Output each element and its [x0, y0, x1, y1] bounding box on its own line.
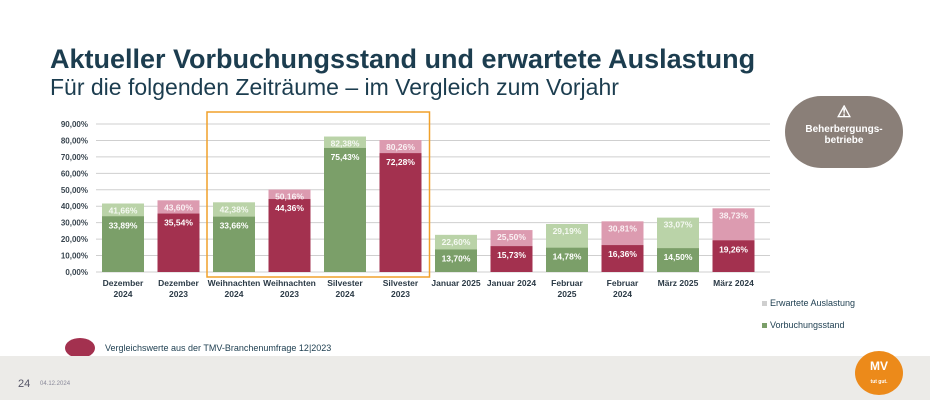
x-tick-label: Dezember [158, 278, 199, 288]
data-label-prebooking: 14,78% [553, 252, 582, 262]
y-tick-label: 30,00% [61, 219, 88, 228]
footer: 24 04.12.2024 MV tut gut. [0, 351, 930, 400]
y-tick-label: 90,00% [61, 120, 88, 129]
legend-item-expected: Erwartete Auslastung [762, 298, 855, 308]
comparison-note: Vergleichswerte aus der TMV-Branchenumfr… [65, 338, 331, 358]
badge-label: Beherbergungs-betriebe [805, 124, 883, 146]
legend-label: Erwartete Auslastung [770, 298, 856, 308]
data-label-expected: 30,81% [608, 223, 637, 233]
x-tick-label: 2023 [169, 289, 188, 299]
y-tick-label: 60,00% [61, 169, 88, 178]
data-label-prebooking: 72,28% [386, 157, 415, 167]
x-tick-label: Dezember [103, 278, 144, 288]
bar-prebooking [324, 147, 366, 272]
data-label-prebooking: 15,73% [497, 250, 526, 260]
x-tick-label: Weihnachten [208, 278, 261, 288]
data-label-expected: 43,60% [164, 202, 193, 212]
x-tick-label: 2024 [613, 289, 632, 299]
legend-item-prebooking: Vorbuchungsstand [762, 320, 855, 330]
bar-prebooking [712, 240, 755, 272]
bar-prebooking [102, 216, 144, 272]
x-tick-label: 2024 [114, 289, 133, 299]
data-label-expected: 33,07% [664, 220, 693, 230]
bar-prebooking [157, 213, 200, 272]
y-tick-label: 20,00% [61, 235, 88, 244]
comparison-dot [65, 338, 95, 358]
data-label-prebooking: 35,54% [164, 218, 193, 228]
x-tick-label: Januar 2024 [487, 278, 536, 288]
y-tick-label: 70,00% [61, 153, 88, 162]
x-tick-label: März 2024 [713, 278, 754, 288]
category-badge: ⚠ Beherbergungs-betriebe [785, 96, 903, 168]
data-label-expected: 50,16% [275, 192, 304, 202]
data-label-prebooking: 33,66% [220, 221, 249, 231]
data-label-prebooking: 44,36% [275, 203, 304, 213]
data-label-expected: 82,38% [331, 139, 360, 149]
footer-date: 04.12.2024 [40, 381, 71, 387]
data-label-prebooking: 13,70% [442, 253, 471, 263]
legend: Erwartete Auslastung Vorbuchungsstand [762, 298, 855, 342]
bar-prebooking [490, 246, 533, 272]
y-tick-label: 50,00% [61, 186, 88, 195]
x-tick-label: 2023 [391, 289, 410, 299]
x-tick-label: Februar [551, 278, 583, 288]
data-label-prebooking: 19,26% [719, 244, 748, 254]
data-label-prebooking: 75,43% [331, 152, 360, 162]
y-tick-label: 10,00% [61, 252, 88, 261]
bar-prebooking [435, 249, 477, 272]
data-label-expected: 25,50% [497, 232, 526, 242]
highlight-box [206, 111, 431, 278]
data-label-expected: 22,60% [442, 237, 471, 247]
mv-logo: MV tut gut. [855, 351, 903, 395]
warning-icon: ⚠ [836, 104, 852, 121]
y-tick-label: 40,00% [61, 202, 88, 211]
data-label-expected: 42,38% [220, 204, 249, 214]
page-title: Aktueller Vorbuchungsstand und erwartete… [50, 44, 756, 74]
data-label-prebooking: 16,36% [608, 249, 637, 259]
data-label-expected: 38,73% [719, 210, 748, 220]
bar-prebooking [601, 245, 644, 272]
y-tick-label: 0,00% [65, 268, 88, 277]
x-tick-label: 2023 [280, 289, 299, 299]
x-tick-label: Weihnachten [263, 278, 316, 288]
x-tick-label: 2024 [225, 289, 244, 299]
x-tick-label: 2025 [558, 289, 577, 299]
data-label-prebooking: 14,50% [664, 252, 693, 262]
note-label: Vergleichswerte aus der TMV-Branchenumfr… [105, 343, 332, 353]
data-label-prebooking: 33,89% [109, 220, 138, 230]
x-tick-label: März 2025 [658, 278, 699, 288]
x-tick-label: 2024 [336, 289, 355, 299]
legend-label: Vorbuchungsstand [770, 320, 845, 330]
x-tick-label: Silvester [327, 278, 363, 288]
page-number: 24 [18, 378, 31, 390]
x-tick-label: Silvester [383, 278, 419, 288]
bar-prebooking [546, 247, 588, 272]
bar-prebooking [657, 248, 699, 272]
page-subtitle: Für die folgenden Zeiträume – im Verglei… [50, 74, 619, 100]
x-tick-label: Februar [607, 278, 639, 288]
bar-prebooking [379, 153, 422, 272]
data-label-expected: 41,66% [109, 205, 138, 215]
bar-prebooking [268, 199, 311, 272]
data-label-expected: 29,19% [553, 226, 582, 236]
data-label-expected: 80,26% [386, 142, 415, 152]
x-tick-label: Januar 2025 [431, 278, 480, 288]
y-tick-label: 80,00% [61, 136, 88, 145]
bar-prebooking [213, 216, 255, 272]
